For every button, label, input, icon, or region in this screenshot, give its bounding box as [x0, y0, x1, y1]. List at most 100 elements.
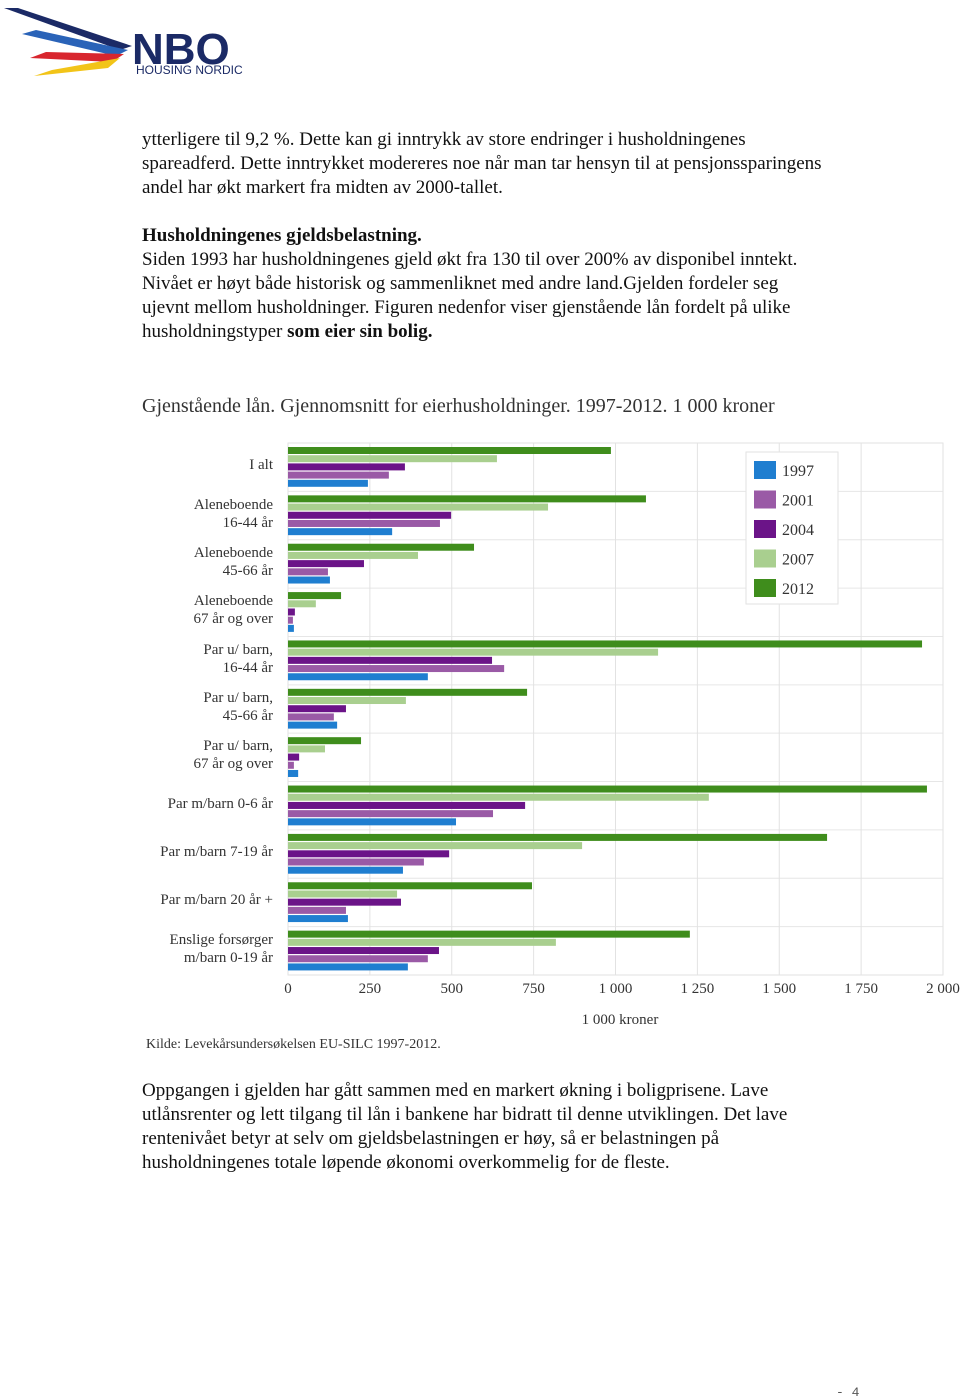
- x-tick-label: 1 500: [762, 981, 796, 997]
- bar: [288, 810, 494, 818]
- bar: [288, 471, 389, 479]
- bar: [288, 519, 440, 527]
- y-tick-label: Enslige forsørger m/barn 0-19 år: [169, 931, 273, 966]
- logo-subtitle: HOUSING NORDIC: [136, 63, 243, 77]
- logo-text: NBO: [132, 25, 230, 74]
- bar: [288, 697, 406, 705]
- bar: [288, 713, 334, 721]
- bar: [288, 447, 611, 454]
- bar: [288, 866, 403, 874]
- bar: [288, 656, 493, 664]
- bar: [288, 761, 294, 769]
- chart-title: Gjenstående lån. Gjennomsnitt for eierhu…: [142, 395, 775, 417]
- bar: [288, 769, 299, 777]
- bar: [288, 898, 401, 906]
- plot: 0 250 500 750 1 000 1 250 1 500 1 750 2 000 1997 2…: [284, 442, 960, 997]
- legend-label: 2004: [782, 522, 814, 539]
- bar: [288, 616, 293, 624]
- legend-swatch: [754, 579, 776, 597]
- x-tick-label: 0: [284, 981, 292, 997]
- legend-label: 2012: [782, 581, 814, 598]
- bar: [288, 745, 326, 753]
- y-tick-label: Par u/ barn, 67 år og over: [193, 738, 273, 773]
- bar: [288, 463, 405, 471]
- y-tick-label: Par u/ barn, 16-44 år: [203, 641, 273, 676]
- bar: [288, 890, 398, 898]
- bar: [288, 753, 300, 761]
- legend-swatch: [754, 490, 776, 509]
- y-tick-label: Par u/ barn, 45-66 år: [203, 690, 273, 724]
- bar: [288, 543, 475, 551]
- bar: [288, 455, 497, 463]
- x-tick-label: 1 000: [599, 981, 633, 997]
- x-axis-label: 1 000 kroner: [582, 1012, 659, 1028]
- bar: [288, 721, 338, 729]
- x-tick-label: 750: [522, 981, 545, 997]
- bar: [288, 785, 927, 793]
- paragraph: ytterligere til 9,2 %. Dette kan gi innt…: [142, 129, 822, 198]
- bar: [288, 705, 346, 713]
- y-tick-label: Aleneboende 67 år og over: [193, 593, 273, 628]
- bar: [288, 665, 505, 673]
- bar: [288, 915, 348, 923]
- y-tick-label: Par m/barn 0-6 år: [167, 795, 273, 812]
- bar: [288, 648, 659, 656]
- x-tick-label: 500: [441, 981, 464, 997]
- legend-label: 2007: [782, 552, 814, 569]
- bar: [288, 947, 439, 955]
- x-tick-label: 1 250: [681, 981, 715, 997]
- bar: [288, 850, 450, 858]
- bar: [288, 963, 408, 971]
- bar: [288, 818, 457, 826]
- bar: [288, 503, 549, 511]
- bold-text: som eier sin bolig.: [287, 321, 433, 342]
- bar: [288, 906, 346, 914]
- bar: [288, 495, 646, 503]
- bar: [288, 511, 452, 519]
- x-tick-label: 250: [359, 981, 382, 997]
- bar: [288, 930, 690, 938]
- bar: [288, 793, 709, 801]
- bar: [288, 576, 330, 584]
- legend-label: 2001: [782, 493, 814, 510]
- paragraph: Oppgangen i gjelden har gått sammen med …: [142, 1080, 788, 1173]
- bar: [288, 801, 526, 809]
- bar: [288, 842, 583, 850]
- logo-mark: [4, 8, 132, 76]
- bar: [288, 624, 294, 632]
- y-tick-label: Par m/barn 7-19 år: [160, 844, 273, 861]
- bar: [288, 640, 923, 648]
- y-tick-label: Par m/barn 20 år +: [160, 892, 273, 909]
- x-tick-label: 2 000: [926, 981, 960, 997]
- chart-source: Kilde: Levekårsundersøkelsen EU-SILC 199…: [146, 1037, 441, 1052]
- bar: [288, 955, 428, 963]
- y-tick-label: Aleneboende 16-44 år: [193, 496, 273, 531]
- bar: [288, 551, 419, 559]
- bar: [288, 688, 528, 696]
- legend-swatch: [754, 549, 776, 568]
- bar: [288, 673, 428, 681]
- text: Siden 1993 har husholdningenes gjeld økt…: [142, 249, 798, 342]
- x-tick-label: 1 750: [844, 981, 878, 997]
- y-tick-label: Aleneboende 45-66 år: [193, 544, 273, 579]
- bar: [288, 568, 328, 576]
- legend-label: 1997: [782, 463, 814, 480]
- heading: Husholdningenes gjeldsbelastning.: [142, 225, 422, 246]
- bar: [288, 833, 828, 841]
- legend-swatch: [754, 520, 776, 538]
- bar: [288, 592, 342, 600]
- legend-swatch: [754, 461, 776, 479]
- paragraph: Husholdningenes gjeldsbelastning. Siden 1…: [142, 224, 822, 344]
- bar: [288, 737, 362, 745]
- bar: [288, 858, 424, 866]
- bar: [288, 479, 368, 487]
- bar: [288, 528, 393, 536]
- bar: [288, 882, 532, 890]
- bar: [288, 938, 556, 946]
- bar: [288, 560, 364, 568]
- page-number: - 4: [836, 1385, 860, 1400]
- y-tick-label: I alt: [249, 457, 273, 474]
- bar: [288, 608, 295, 616]
